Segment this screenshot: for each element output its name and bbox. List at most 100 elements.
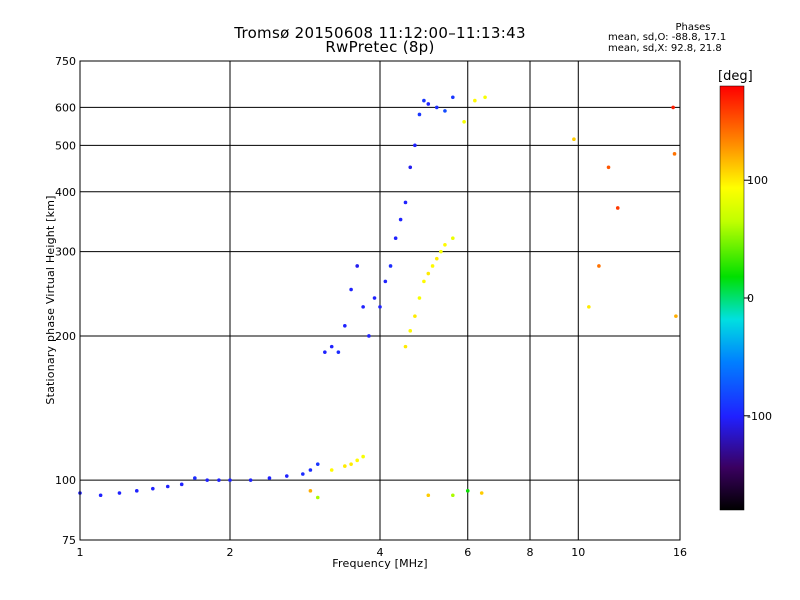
data-point (615, 206, 620, 210)
data-point (451, 493, 455, 498)
data-point (451, 95, 455, 100)
data-point (398, 217, 403, 222)
data-point (479, 491, 484, 495)
y-tick-label: 600 (55, 101, 76, 114)
x-tick-label: 4 (377, 546, 384, 559)
data-point (403, 344, 408, 349)
y-tick-label: 300 (55, 246, 76, 259)
data-point (674, 314, 678, 318)
data-point (443, 242, 447, 247)
data-point (323, 350, 327, 354)
data-point (417, 296, 422, 300)
data-point (465, 489, 470, 493)
data-point (672, 152, 677, 156)
data-point (117, 491, 122, 495)
data-point (98, 493, 103, 498)
legend-line-x: mean, sd,X: 92.8, 21.8 (608, 43, 722, 54)
y-tick-label: 75 (62, 534, 76, 547)
data-point (336, 350, 341, 354)
data-point (439, 249, 443, 254)
data-point (267, 476, 272, 480)
colorbar-tick-label: -100 (747, 410, 772, 423)
grid (80, 61, 680, 540)
data-point (248, 478, 253, 482)
y-tick-label: 200 (55, 330, 76, 343)
colorbar-tick-label: 0 (747, 292, 754, 305)
x-tick-label: 8 (527, 546, 534, 559)
data-point (367, 334, 371, 338)
colorbar (719, 85, 745, 511)
data-point (361, 305, 365, 309)
data-point (606, 165, 611, 170)
data-point (308, 468, 313, 472)
data-point (179, 482, 184, 487)
legend-line-o: mean, sd,O: -88.8, 17.1 (608, 32, 727, 43)
y-tick-label: 500 (55, 139, 76, 152)
data-point (315, 495, 320, 500)
data-point (434, 105, 439, 110)
data-point (228, 478, 232, 482)
data-point (422, 279, 426, 284)
data-point (572, 137, 576, 141)
x-tick-label: 1 (77, 546, 84, 559)
data-point (301, 472, 305, 476)
chart-title: Tromsø 20150608 11:12:00–11:13:43 (234, 24, 526, 42)
data-point (430, 264, 435, 268)
data-point (388, 264, 393, 268)
data-point (462, 119, 466, 124)
axis-ticks: 1 2 4 6 8 10 16 75 100 200 300 400 500 600 750 (55, 55, 687, 559)
data-point (587, 305, 591, 309)
legend-title: Phases (675, 22, 711, 33)
colorbar-ticks: -100 0 100 (744, 174, 772, 423)
colorbar-tick-label: 100 (747, 174, 768, 187)
data-point (205, 478, 209, 482)
data-point (355, 458, 359, 463)
data-point (413, 143, 417, 148)
data-point (355, 264, 359, 268)
data-point (393, 236, 398, 240)
data-point (426, 271, 431, 276)
data-points (78, 95, 678, 500)
data-point (343, 324, 347, 328)
x-tick-label: 6 (464, 546, 471, 559)
data-point (443, 109, 447, 113)
data-point (417, 112, 422, 117)
data-point (426, 102, 431, 106)
x-tick-label: 10 (571, 546, 585, 559)
data-point (217, 478, 221, 482)
plot-frame (79, 60, 681, 541)
data-point (403, 200, 408, 205)
data-point (408, 329, 413, 333)
data-point (134, 489, 139, 493)
data-point (308, 489, 313, 493)
data-point (473, 98, 477, 103)
y-tick-label: 400 (55, 186, 76, 199)
data-point (408, 165, 413, 170)
data-point (165, 484, 170, 489)
data-point (349, 462, 353, 466)
y-tick-label: 100 (55, 474, 76, 487)
chart-subtitle: RwPretec (8p) (325, 38, 435, 56)
data-point (193, 476, 197, 480)
data-point (329, 344, 334, 349)
colorbar-label: [deg] (718, 69, 753, 84)
data-point (422, 98, 426, 103)
data-point (426, 493, 431, 498)
data-point (451, 236, 455, 240)
data-point (413, 314, 417, 318)
data-point (284, 474, 289, 478)
data-point (361, 454, 365, 459)
data-point (434, 256, 439, 261)
x-tick-label: 16 (673, 546, 687, 559)
data-point (378, 305, 382, 309)
data-point (349, 287, 353, 292)
data-point (483, 95, 487, 100)
data-point (343, 464, 347, 468)
data-point (671, 105, 675, 110)
y-tick-label: 750 (55, 55, 76, 68)
data-point (151, 486, 155, 491)
x-axis-label: Frequency [MHz] (332, 557, 428, 570)
x-tick-label: 2 (227, 546, 234, 559)
data-point (315, 462, 320, 466)
